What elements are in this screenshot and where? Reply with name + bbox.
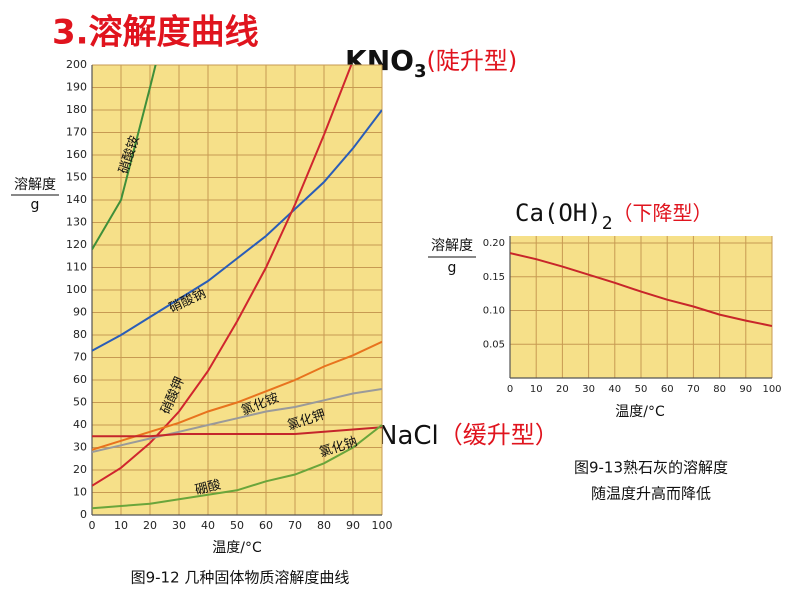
x-tick-label: 100 — [372, 519, 393, 532]
y-tick-label: 40 — [73, 418, 87, 431]
y-tick-label: 70 — [73, 351, 87, 364]
y-tick-label: 20 — [73, 463, 87, 476]
x-tick-label: 50 — [635, 384, 648, 395]
slide-title: 3.溶解度曲线 — [52, 13, 259, 53]
caption: 随温度升高而降低 — [591, 485, 711, 503]
y-tick-label: 50 — [73, 396, 87, 409]
x-tick-label: 10 — [530, 384, 543, 395]
x-tick-label: 50 — [230, 519, 244, 532]
y-tick-label: 150 — [66, 171, 87, 184]
caption: 图9-13熟石灰的溶解度 — [574, 459, 728, 477]
y-axis-label: g — [31, 197, 40, 213]
subscript: 3 — [414, 61, 427, 82]
x-tick-label: 90 — [346, 519, 360, 532]
y-tick-label: 0.20 — [483, 238, 505, 249]
x-axis-label: 温度/°C — [212, 540, 262, 556]
series-line — [92, 340, 382, 451]
y-axis-label: g — [448, 260, 457, 276]
y-tick-label: 190 — [66, 81, 87, 94]
series-line — [92, 65, 353, 487]
x-tick-label: 30 — [582, 384, 595, 395]
x-tick-label: 60 — [661, 384, 674, 395]
caption: 图9-12 几种固体物质溶解度曲线 — [131, 569, 350, 587]
y-tick-label: 0.15 — [483, 272, 505, 283]
series-line — [92, 424, 382, 510]
x-tick-label: 40 — [608, 384, 621, 395]
x-tick-label: 70 — [288, 519, 302, 532]
y-tick-label: 90 — [73, 306, 87, 319]
plot-lines — [92, 65, 382, 510]
series-label: 硼酸 — [194, 478, 223, 499]
y-tick-label: 60 — [73, 373, 87, 386]
subscript: 2 — [602, 213, 613, 234]
series-line — [510, 252, 772, 327]
type-label: （缓升型） — [439, 421, 559, 449]
type-label: (陡升型) — [426, 47, 517, 75]
y-axis-label: 溶解度 — [14, 177, 56, 193]
x-tick-label: 20 — [143, 519, 157, 532]
y-tick-label: 110 — [66, 261, 87, 274]
x-tick-label: 60 — [259, 519, 273, 532]
type-label: （下降型） — [613, 201, 713, 225]
x-tick-label: 30 — [172, 519, 186, 532]
y-tick-label: 140 — [66, 193, 87, 206]
y-tick-label: 0 — [80, 508, 87, 521]
x-tick-label: 90 — [739, 384, 752, 395]
x-axis-label: 温度/°C — [615, 404, 665, 420]
series-line — [92, 426, 382, 438]
y-tick-label: 160 — [66, 148, 87, 161]
x-tick-label: 100 — [762, 384, 781, 395]
plot-lines — [510, 252, 772, 327]
x-tick-label: 10 — [114, 519, 128, 532]
formula: Ca(OH) — [515, 199, 602, 227]
y-tick-label: 170 — [66, 126, 87, 139]
x-tick-label: 20 — [556, 384, 569, 395]
y-tick-label: 100 — [66, 283, 87, 296]
y-tick-label: 120 — [66, 238, 87, 251]
x-tick-label: 40 — [201, 519, 215, 532]
nacl-annotation: NaCl（缓升型） — [378, 421, 559, 451]
caoh2-annotation: Ca(OH)2（下降型） — [515, 199, 713, 234]
series-line — [92, 388, 382, 453]
y-tick-label: 200 — [66, 58, 87, 71]
y-axis-label: 溶解度 — [431, 238, 473, 254]
y-tick-label: 0.10 — [483, 306, 505, 317]
y-tick-label: 0.05 — [483, 339, 505, 350]
x-tick-label: 80 — [713, 384, 726, 395]
y-tick-label: 10 — [73, 486, 87, 499]
formula: NaCl — [378, 421, 439, 451]
x-tick-label: 0 — [89, 519, 96, 532]
y-tick-label: 180 — [66, 103, 87, 116]
x-tick-label: 0 — [507, 384, 513, 395]
series-line — [92, 65, 157, 251]
x-tick-label: 70 — [687, 384, 700, 395]
y-tick-label: 80 — [73, 328, 87, 341]
x-tick-label: 80 — [317, 519, 331, 532]
y-tick-label: 30 — [73, 441, 87, 454]
series-line — [92, 109, 382, 352]
y-tick-label: 130 — [66, 216, 87, 229]
